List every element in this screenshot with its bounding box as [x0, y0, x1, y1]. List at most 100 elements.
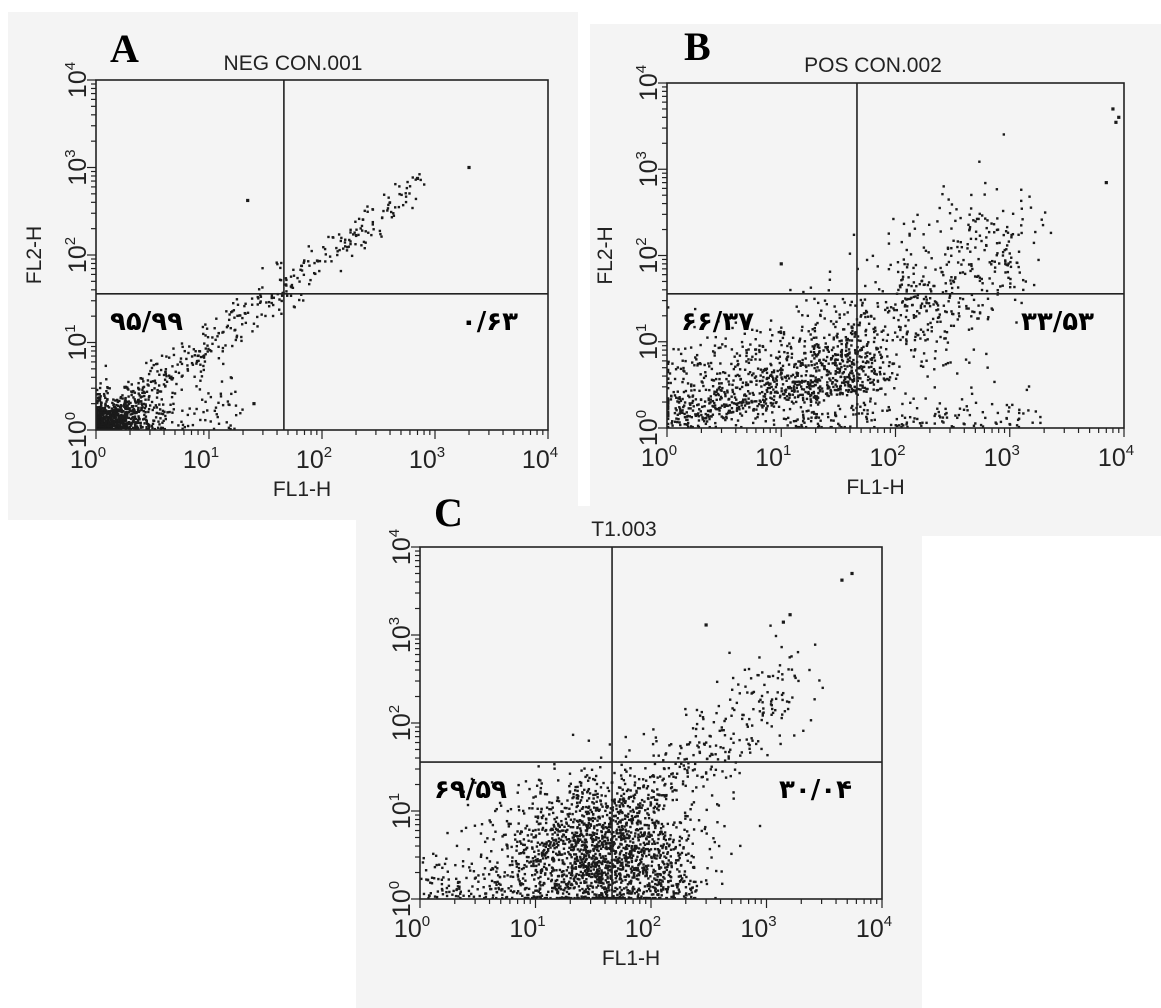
- data-point: [1004, 230, 1008, 233]
- data-point: [892, 307, 895, 310]
- data-point: [820, 363, 824, 367]
- data-point: [591, 816, 595, 820]
- data-point: [744, 394, 748, 398]
- data-point: [195, 362, 198, 365]
- data-point: [866, 378, 870, 382]
- data-point: [137, 415, 140, 418]
- data-point: [578, 838, 582, 841]
- data-point: [760, 747, 763, 751]
- data-point: [557, 840, 560, 844]
- data-point: [636, 829, 640, 832]
- data-point: [654, 736, 658, 739]
- data-point: [751, 739, 754, 742]
- data-point: [101, 422, 105, 426]
- data-point: [800, 374, 803, 378]
- data-point: [620, 896, 624, 900]
- data-point: [732, 797, 735, 800]
- data-point: [1027, 385, 1031, 388]
- data-point: [850, 390, 853, 394]
- data-point: [1032, 241, 1036, 245]
- data-point: [945, 348, 948, 351]
- data-point: [993, 380, 996, 384]
- data-point: [662, 843, 665, 846]
- data-point: [999, 420, 1003, 424]
- data-point: [743, 404, 747, 407]
- data-point: [737, 683, 740, 686]
- data-point: [217, 345, 220, 348]
- panel-letter: C: [434, 490, 463, 535]
- data-point: [648, 835, 651, 838]
- data-point: [588, 792, 592, 795]
- data-point: [354, 243, 357, 246]
- data-point: [848, 352, 851, 355]
- data-point: [899, 285, 902, 289]
- data-point: [206, 350, 209, 353]
- data-point: [682, 405, 685, 409]
- data-point: [925, 309, 928, 312]
- data-point: [745, 402, 748, 405]
- data-point: [553, 882, 557, 885]
- data-point: [876, 347, 879, 350]
- data-point: [302, 299, 305, 302]
- data-point: [573, 857, 577, 860]
- data-point: [714, 421, 717, 425]
- data-point: [665, 868, 669, 872]
- data-point: [770, 704, 774, 707]
- data-point: [812, 374, 815, 378]
- data-point: [330, 260, 333, 263]
- data-point: [181, 423, 185, 427]
- data-point: [970, 293, 974, 297]
- data-point: [144, 415, 148, 418]
- data-point: [873, 353, 876, 357]
- data-point: [856, 350, 860, 353]
- data-point: [928, 305, 932, 308]
- data-point: [470, 777, 474, 781]
- data-point: [640, 860, 643, 864]
- data-point: [861, 386, 864, 389]
- data-point: [637, 869, 640, 872]
- data-point: [380, 235, 383, 238]
- data-point: [742, 401, 745, 404]
- data-point: [730, 714, 733, 717]
- data-point: [569, 883, 573, 887]
- data-point: [176, 363, 179, 366]
- data-point: [901, 271, 904, 274]
- data-point: [126, 407, 129, 411]
- data-point: [371, 223, 375, 226]
- data-point: [646, 785, 650, 788]
- data-point: [758, 379, 762, 383]
- data-point: [193, 354, 197, 357]
- data-point: [626, 788, 630, 791]
- data-point: [829, 372, 832, 375]
- data-point: [583, 767, 586, 770]
- data-point: [696, 774, 699, 777]
- data-point: [637, 811, 641, 815]
- data-point: [751, 391, 754, 395]
- data-point: [525, 846, 529, 850]
- data-point: [939, 416, 942, 419]
- data-point: [193, 412, 196, 415]
- data-point: [607, 828, 610, 832]
- data-point: [216, 415, 219, 419]
- data-point: [957, 413, 961, 417]
- data-point: [621, 828, 625, 831]
- data-point: [181, 427, 184, 431]
- data-point: [116, 400, 120, 404]
- data-point: [653, 847, 657, 851]
- data-point: [635, 807, 638, 810]
- data-point: [760, 718, 763, 722]
- data-point: [637, 819, 640, 822]
- data-point: [204, 334, 207, 337]
- data-point: [555, 884, 559, 887]
- data-point: [130, 383, 133, 386]
- data-point: [582, 896, 585, 900]
- data-point: [292, 274, 296, 277]
- data-point: [730, 688, 734, 691]
- data-point: [970, 315, 973, 318]
- data-point: [592, 848, 595, 851]
- data-point: [581, 876, 584, 880]
- data-point: [583, 889, 586, 893]
- data-point: [691, 409, 695, 412]
- data-point: [585, 850, 588, 853]
- data-point: [689, 425, 693, 428]
